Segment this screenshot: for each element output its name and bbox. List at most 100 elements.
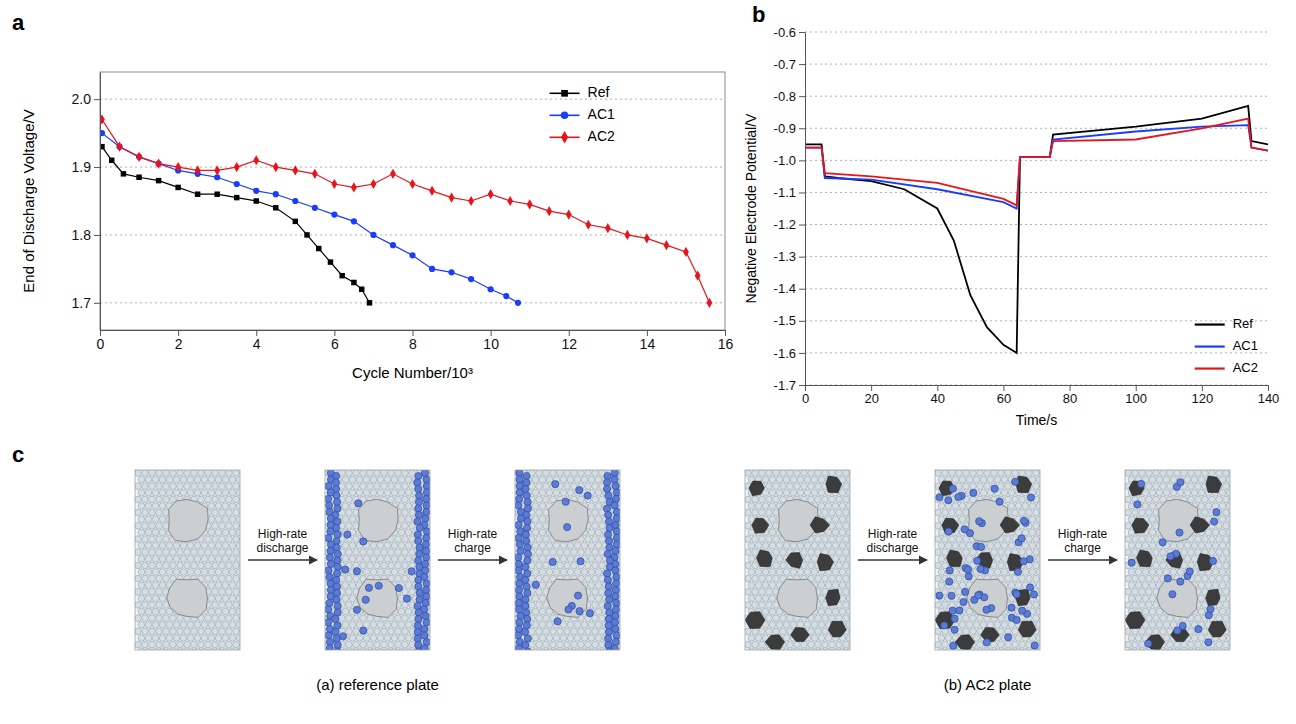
marker: [195, 165, 201, 175]
marker: [359, 287, 364, 292]
active-particle: [236, 595, 240, 602]
active-particle: [571, 562, 578, 569]
active-particle: [822, 470, 829, 476]
active-particle: [388, 641, 395, 648]
sulfate-particle: [332, 628, 339, 635]
legend-label: AC1: [1233, 338, 1258, 353]
active-particle: [142, 496, 149, 503]
active-particle: [219, 496, 226, 503]
active-particle: [135, 496, 141, 503]
active-particle: [606, 628, 613, 635]
active-particle: [226, 523, 233, 530]
active-particle: [759, 509, 766, 516]
active-particle: [205, 536, 212, 543]
sulfate-particle: [612, 612, 619, 619]
marker: [367, 300, 372, 305]
active-particle: [755, 503, 762, 510]
active-particle: [560, 542, 567, 549]
active-particle: [208, 542, 215, 549]
active-particle: [215, 622, 222, 629]
sulfate-particle: [603, 505, 610, 512]
sulfate-particle: [325, 632, 332, 639]
active-particle: [149, 549, 156, 556]
active-particle: [536, 470, 543, 476]
sulfate-particle: [522, 641, 529, 648]
active-particle: [159, 542, 166, 549]
tick: 120: [1192, 385, 1214, 406]
active-particle: [536, 536, 543, 543]
active-particle: [219, 641, 226, 648]
active-particle: [402, 615, 409, 622]
active-particle: [398, 503, 405, 510]
active-particle: [135, 562, 141, 569]
active-particle: [557, 641, 564, 648]
active-particle: [543, 562, 550, 569]
active-particle: [592, 536, 599, 543]
active-particle: [145, 529, 152, 536]
active-particle: [342, 608, 349, 615]
sulfate-particle: [415, 498, 422, 505]
active-particle: [226, 536, 233, 543]
tick-mark: [799, 96, 805, 97]
marker: [527, 199, 533, 209]
tick-mark: [799, 257, 805, 258]
active-particle: [152, 529, 159, 536]
marker: [683, 247, 689, 257]
active-particle: [346, 483, 353, 490]
active-particle: [205, 496, 212, 503]
sulfate-particle: [332, 615, 339, 622]
active-particle: [592, 628, 599, 635]
sulfate-particle: [333, 570, 340, 577]
active-particle: [388, 496, 395, 503]
sulfate-particle: [613, 632, 620, 639]
active-particle: [205, 470, 212, 476]
active-particle: [184, 562, 191, 569]
marker: [117, 142, 123, 152]
sulfate-particle: [611, 476, 618, 483]
active-particle: [194, 476, 201, 483]
tick-mark: [805, 385, 806, 391]
sulfate-particle: [421, 632, 428, 639]
sulfate-particle: [524, 615, 531, 622]
marker: [429, 266, 435, 272]
active-particle: [346, 496, 353, 503]
active-particle: [142, 615, 149, 622]
series-line: [805, 119, 1268, 206]
active-particle: [748, 503, 755, 510]
active-particle: [409, 575, 416, 582]
active-particle: [539, 582, 546, 589]
active-particle: [149, 483, 156, 490]
active-particle: [212, 641, 219, 648]
active-particle: [156, 523, 163, 530]
active-particle: [346, 549, 353, 556]
sulfate-particle: [562, 498, 569, 505]
active-particle: [360, 483, 367, 490]
active-particle: [384, 542, 391, 549]
active-particle: [236, 569, 240, 576]
active-particle: [829, 470, 836, 476]
active-particle: [402, 628, 409, 635]
tick-label: 1.7: [72, 295, 92, 311]
sulfate-particle: [605, 518, 612, 525]
x-axis: 020406080100120140: [802, 385, 1279, 406]
active-particle: [135, 628, 141, 635]
active-particle: [194, 490, 201, 497]
sulfate-particle: [522, 531, 529, 538]
active-particle: [794, 470, 801, 476]
active-particle: [145, 556, 152, 563]
active-particle: [177, 470, 184, 476]
sulfate-particle: [516, 489, 523, 496]
sulfate-particle: [416, 589, 423, 596]
active-particle: [543, 470, 550, 476]
marker: [273, 205, 278, 210]
marker: [410, 179, 416, 189]
active-particle: [152, 569, 159, 576]
active-particle: [201, 622, 208, 629]
sulfate-particle: [325, 619, 332, 626]
active-particle: [353, 628, 360, 635]
active-particle: [804, 490, 811, 497]
active-particle: [402, 470, 409, 476]
active-particle: [536, 509, 543, 516]
active-particle: [222, 556, 229, 563]
active-particle: [581, 635, 588, 642]
